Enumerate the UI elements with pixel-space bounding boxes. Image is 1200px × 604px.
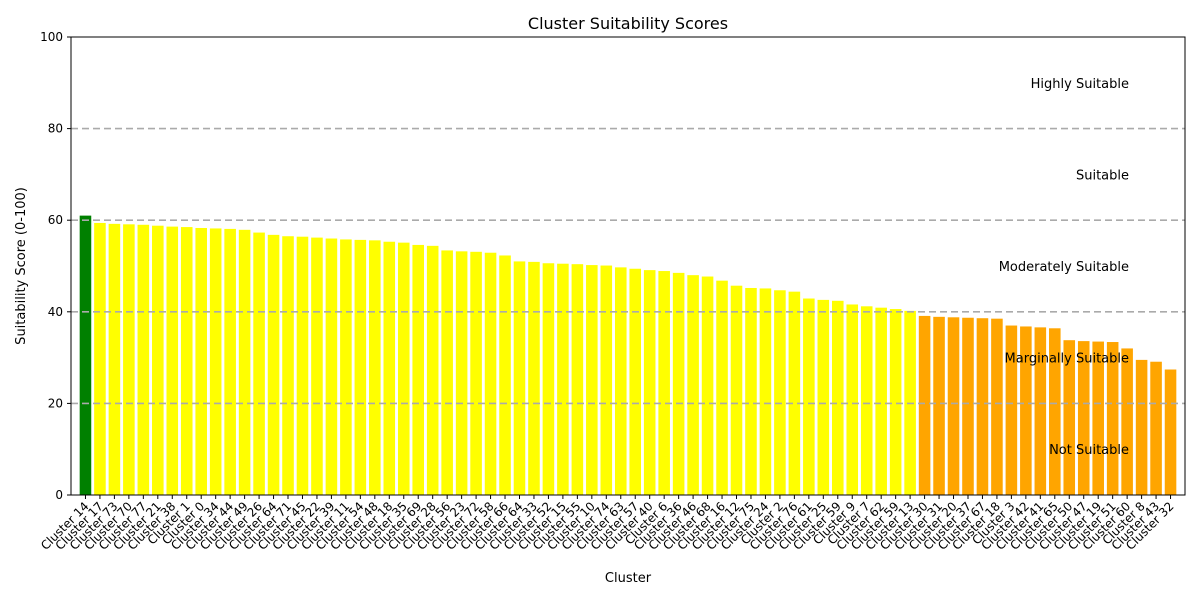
- bar: [643, 270, 656, 495]
- y-tick-label: 80: [48, 122, 63, 136]
- bar: [947, 317, 960, 495]
- bar: [137, 224, 150, 495]
- bar: [340, 239, 352, 495]
- bar: [889, 309, 902, 495]
- bar: [470, 251, 482, 495]
- bar: [571, 264, 584, 495]
- bar: [412, 244, 424, 495]
- bar: [1135, 359, 1148, 495]
- bar: [629, 268, 642, 495]
- bar: [195, 227, 207, 496]
- bar: [1034, 327, 1047, 495]
- bar: [441, 250, 453, 495]
- bar: [846, 304, 859, 495]
- plot-area: Highly Suitable Suitable Moderately Suitab…: [38, 30, 1186, 553]
- bar: [238, 229, 251, 495]
- bar: [1092, 341, 1104, 495]
- bar: [499, 255, 511, 495]
- bar: [94, 222, 106, 495]
- bar: [759, 288, 772, 495]
- bar: [528, 261, 540, 495]
- bar: [397, 242, 410, 495]
- bar: [600, 265, 613, 495]
- bar: [962, 317, 974, 495]
- bar: [614, 267, 627, 495]
- bar: [224, 228, 236, 495]
- x-axis-label: Cluster: [605, 571, 652, 586]
- bar: [180, 227, 193, 495]
- bar: [716, 280, 728, 495]
- bar: [79, 215, 92, 495]
- bar: [860, 306, 873, 495]
- band-label: Marginally Suitable: [1005, 352, 1129, 367]
- bar: [209, 228, 222, 495]
- y-tick-label: 0: [55, 488, 63, 502]
- bar: [166, 226, 179, 496]
- bar: [455, 251, 468, 495]
- bar: [513, 261, 526, 495]
- bar: [1077, 341, 1090, 495]
- bar: [1020, 326, 1032, 495]
- bar: [267, 234, 280, 496]
- y-tick-label: 100: [40, 30, 63, 44]
- bar: [282, 236, 294, 496]
- bar: [586, 265, 598, 495]
- bar: [991, 318, 1003, 495]
- bar: [918, 315, 931, 495]
- bar: [774, 290, 786, 495]
- bar: [123, 224, 135, 495]
- bar: [325, 238, 338, 495]
- band-label: Not Suitable: [1049, 443, 1129, 458]
- bar: [152, 225, 164, 495]
- bar: [296, 236, 309, 495]
- bar: [745, 287, 757, 495]
- bar: [933, 316, 945, 495]
- bar: [1150, 361, 1162, 495]
- bar: [369, 240, 381, 495]
- bar: [253, 232, 265, 495]
- y-tick-label: 60: [48, 213, 63, 227]
- bar: [976, 318, 989, 495]
- bar: [1049, 328, 1061, 495]
- bar: [354, 239, 367, 495]
- plot-frame: [70, 36, 1186, 496]
- bar: [383, 241, 396, 495]
- bar: [817, 299, 830, 495]
- bar: [803, 298, 815, 495]
- bar: [484, 252, 497, 495]
- bar: [1005, 325, 1018, 495]
- bar: [875, 307, 887, 495]
- bar: [730, 285, 743, 495]
- chart-title: Cluster Suitability Scores: [528, 14, 728, 33]
- bar: [831, 300, 844, 495]
- bar: [557, 263, 569, 495]
- bar: [701, 276, 714, 495]
- band-label: Moderately Suitable: [999, 260, 1129, 275]
- y-tick-label: 40: [48, 305, 63, 319]
- bar: [311, 237, 323, 495]
- bar: [687, 275, 699, 495]
- y-axis-label: Suitability Score (0-100): [14, 187, 29, 345]
- bar: [1063, 340, 1076, 495]
- bar: [1164, 369, 1177, 495]
- bar: [672, 272, 685, 495]
- bar: [1106, 342, 1119, 495]
- y-tick-label: 20: [48, 396, 63, 410]
- bar: [542, 263, 555, 495]
- bar: [788, 291, 801, 495]
- band-label: Suitable: [1076, 168, 1129, 183]
- band-label: Highly Suitable: [1031, 77, 1129, 92]
- bar: [658, 271, 670, 495]
- bar: [1121, 348, 1133, 495]
- bar: [426, 245, 439, 495]
- bar: [108, 223, 121, 496]
